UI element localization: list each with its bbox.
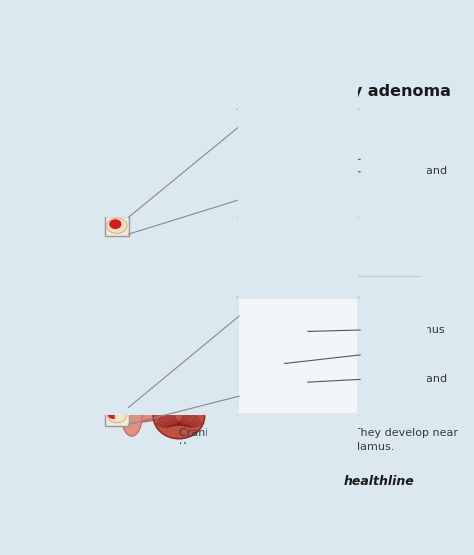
Bar bbox=[59, 110, 239, 217]
Bar bbox=[357, 299, 434, 415]
Bar bbox=[59, 115, 100, 261]
Ellipse shape bbox=[248, 309, 341, 363]
Bar bbox=[59, 444, 244, 521]
Ellipse shape bbox=[236, 127, 348, 211]
Ellipse shape bbox=[260, 152, 314, 196]
Ellipse shape bbox=[267, 357, 292, 377]
Bar bbox=[59, 67, 244, 312]
Ellipse shape bbox=[264, 155, 294, 178]
Ellipse shape bbox=[89, 338, 177, 411]
Bar bbox=[238, 67, 358, 299]
Ellipse shape bbox=[258, 360, 320, 405]
Bar bbox=[59, 299, 239, 415]
Ellipse shape bbox=[153, 203, 205, 249]
Ellipse shape bbox=[108, 409, 126, 423]
Ellipse shape bbox=[260, 306, 330, 339]
Text: pituitary gland: pituitary gland bbox=[365, 374, 447, 384]
Bar bbox=[59, 67, 244, 122]
Ellipse shape bbox=[109, 407, 125, 420]
Text: Craniopharyngioma vs. pituitary adenoma: Craniopharyngioma vs. pituitary adenoma bbox=[69, 84, 450, 99]
Ellipse shape bbox=[273, 316, 327, 341]
Ellipse shape bbox=[115, 413, 123, 420]
FancyBboxPatch shape bbox=[237, 297, 359, 415]
Text: Craniopharyngiomas are rarer. They develop near
the pituitary gland and hypothal: Craniopharyngiomas are rarer. They devel… bbox=[179, 428, 458, 452]
Text: healthline: healthline bbox=[344, 475, 414, 488]
Bar bbox=[241, 114, 355, 213]
Ellipse shape bbox=[107, 218, 127, 234]
FancyBboxPatch shape bbox=[237, 109, 359, 218]
FancyBboxPatch shape bbox=[237, 297, 359, 415]
FancyBboxPatch shape bbox=[237, 109, 359, 218]
Bar bbox=[207, 305, 284, 451]
Text: hypothalamus: hypothalamus bbox=[365, 325, 444, 335]
Ellipse shape bbox=[236, 309, 348, 385]
Text: tumor: tumor bbox=[365, 350, 398, 360]
Ellipse shape bbox=[262, 157, 307, 192]
Ellipse shape bbox=[110, 220, 121, 228]
Ellipse shape bbox=[268, 355, 285, 369]
Ellipse shape bbox=[109, 411, 118, 418]
Bar bbox=[238, 413, 358, 475]
Ellipse shape bbox=[271, 160, 292, 176]
Text: pituitary gland: pituitary gland bbox=[365, 166, 447, 176]
Ellipse shape bbox=[109, 216, 125, 230]
Ellipse shape bbox=[121, 396, 142, 436]
Bar bbox=[238, 67, 358, 111]
Ellipse shape bbox=[89, 148, 177, 221]
Bar bbox=[241, 301, 355, 411]
Bar bbox=[238, 215, 358, 254]
Ellipse shape bbox=[153, 393, 205, 439]
Ellipse shape bbox=[74, 312, 200, 422]
Text: Pituitary adenomas form in your pituitary
gland. They are relatively common.: Pituitary adenomas form in your pituitar… bbox=[128, 231, 358, 255]
Bar bbox=[59, 305, 100, 451]
Text: tumor: tumor bbox=[365, 154, 398, 164]
Ellipse shape bbox=[260, 121, 330, 155]
Ellipse shape bbox=[247, 146, 324, 208]
Bar bbox=[105, 406, 128, 426]
Ellipse shape bbox=[74, 122, 200, 232]
Bar bbox=[207, 115, 284, 261]
Bar bbox=[105, 216, 128, 236]
Ellipse shape bbox=[247, 322, 324, 384]
Bar bbox=[357, 110, 434, 217]
Ellipse shape bbox=[265, 355, 298, 382]
Ellipse shape bbox=[262, 369, 309, 402]
Ellipse shape bbox=[274, 130, 328, 157]
Ellipse shape bbox=[121, 206, 142, 246]
Ellipse shape bbox=[262, 164, 302, 196]
Bar bbox=[59, 254, 244, 331]
